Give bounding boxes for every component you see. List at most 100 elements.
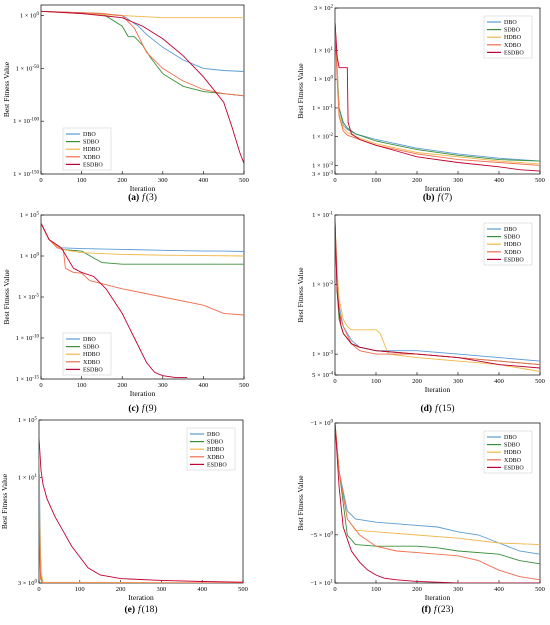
y-tick-label: 1 × 100: [314, 76, 334, 84]
x-tick-label: 100: [371, 586, 381, 593]
x-tick-label: 200: [117, 382, 127, 389]
x-tick-label: 400: [199, 382, 209, 389]
legend-label-xdbo: XDBO: [504, 250, 522, 256]
legend-label-esdbo: ESDBO: [83, 367, 103, 373]
y-tick-base: 1 × 10: [20, 212, 37, 219]
x-tick-label: 300: [453, 586, 463, 593]
y-tick-exp: -2: [329, 133, 334, 138]
x-tick-label: 400: [197, 586, 207, 593]
caption-label: (c): [128, 403, 139, 414]
y-tick-exp: -5: [35, 294, 40, 299]
y-tick-base: 1 × 10: [312, 134, 329, 141]
y-tick-label: 1 × 10-150: [13, 171, 39, 179]
legend-label-esdbo: ESDBO: [504, 257, 524, 263]
y-tick-exp: -15: [32, 376, 39, 381]
series-line-xdbo: [39, 474, 243, 583]
y-tick-exp: 1: [331, 580, 334, 585]
x-tick-label: 200: [412, 378, 422, 385]
y-tick-base: 1 × 10: [13, 171, 30, 178]
y-axis-label: Best Fitness Value: [2, 61, 11, 117]
y-tick-base: 1 × 10: [314, 48, 331, 55]
y-tick-base: 3 × 10: [18, 580, 35, 587]
y-tick-base: 3 × 10: [314, 5, 331, 12]
x-tick-label: 500: [535, 177, 545, 184]
y-tick-base: 1 × 10: [16, 65, 33, 72]
y-tick-exp: -3: [329, 171, 334, 176]
y-tick-exp: -1: [329, 212, 334, 217]
y-tick-exp: 0: [35, 580, 38, 585]
caption-arg: (15): [439, 403, 455, 414]
panel-caption: (d) f(15): [420, 403, 454, 414]
plot-frame: [334, 7, 541, 175]
caption-label: (b): [423, 192, 435, 203]
legend-label-dbo: DBO: [504, 227, 517, 233]
x-tick-label: 0: [333, 586, 336, 593]
y-tick-label: 1 × 100: [20, 12, 40, 20]
y-tick-exp: 0: [37, 12, 40, 17]
legend-label-dbo: DBO: [504, 20, 517, 26]
x-tick-label: 100: [75, 586, 85, 593]
y-tick-base: −1 × 10: [310, 580, 330, 587]
y-tick-label: 1 × 10-1: [312, 104, 333, 112]
y-axis-label: Best Fitness Value: [0, 473, 9, 529]
y-tick-base: 1 × 10: [18, 294, 35, 301]
series-line-sdbo: [39, 455, 243, 583]
caption-arg: (23): [438, 604, 454, 615]
series-line-esdbo: [39, 437, 243, 583]
y-tick-base: 1 × 10: [18, 417, 35, 424]
legend-label-dbo: DBO: [83, 132, 96, 138]
legend-label-xdbo: XDBO: [83, 155, 101, 161]
y-tick-label: 1 × 10-3: [312, 162, 333, 170]
y-tick-exp: 0: [331, 420, 334, 425]
x-tick-label: 500: [535, 378, 545, 385]
legend-label-hdbo: HDBO: [504, 242, 522, 248]
caption-arg: (7): [441, 192, 452, 203]
y-tick-base: 1 × 10: [20, 253, 37, 260]
y-tick-base: 1 × 10: [312, 212, 329, 219]
x-axis-label: Iteration: [128, 593, 154, 602]
y-tick-base: 1 × 10: [312, 351, 329, 358]
legend-label-sdbo: SDBO: [207, 440, 224, 446]
y-tick-exp: 2: [331, 5, 334, 10]
legend-label-xdbo: XDBO: [504, 43, 522, 49]
x-tick-label: 200: [116, 586, 126, 593]
y-axis-label: Best Fitness Value: [296, 475, 305, 531]
y-tick-label: 5 × 10-4: [312, 372, 333, 380]
y-tick-base: 1 × 10: [314, 76, 331, 83]
x-tick-label: 200: [412, 177, 422, 184]
x-tick-label: 0: [333, 378, 336, 385]
y-tick-base: 3 × 10: [312, 171, 329, 178]
y-tick-base: 1 × 10: [312, 282, 329, 289]
x-tick-label: 100: [371, 378, 381, 385]
caption-func: f: [434, 604, 438, 615]
y-axis-label: Best Fitness Value: [2, 269, 11, 325]
legend-label-dbo: DBO: [83, 337, 96, 343]
y-tick-base: 5 × 10: [312, 372, 329, 379]
caption-label: (e): [124, 604, 135, 615]
x-axis-label: Iteration: [425, 385, 451, 394]
x-tick-label: 300: [453, 378, 463, 385]
y-tick-exp: 5: [35, 417, 38, 422]
y-tick-exp: -3: [329, 351, 334, 356]
x-tick-label: 400: [199, 177, 209, 184]
y-tick-label: 3 × 100: [18, 580, 38, 588]
x-tick-label: 400: [494, 177, 504, 184]
y-tick-label: −1 × 101: [310, 580, 333, 588]
legend-label-hdbo: HDBO: [504, 450, 522, 456]
x-tick-label: 500: [535, 586, 545, 593]
y-tick-exp: 5: [37, 212, 40, 217]
legend-label-esdbo: ESDBO: [504, 50, 524, 56]
caption-func: f: [138, 604, 142, 615]
y-tick-base: 1 × 10: [13, 118, 30, 125]
legend-label-dbo: DBO: [504, 435, 517, 441]
x-tick-label: 500: [238, 586, 248, 593]
legend-label-esdbo: ESDBO: [504, 465, 524, 471]
x-tick-label: 400: [494, 378, 504, 385]
